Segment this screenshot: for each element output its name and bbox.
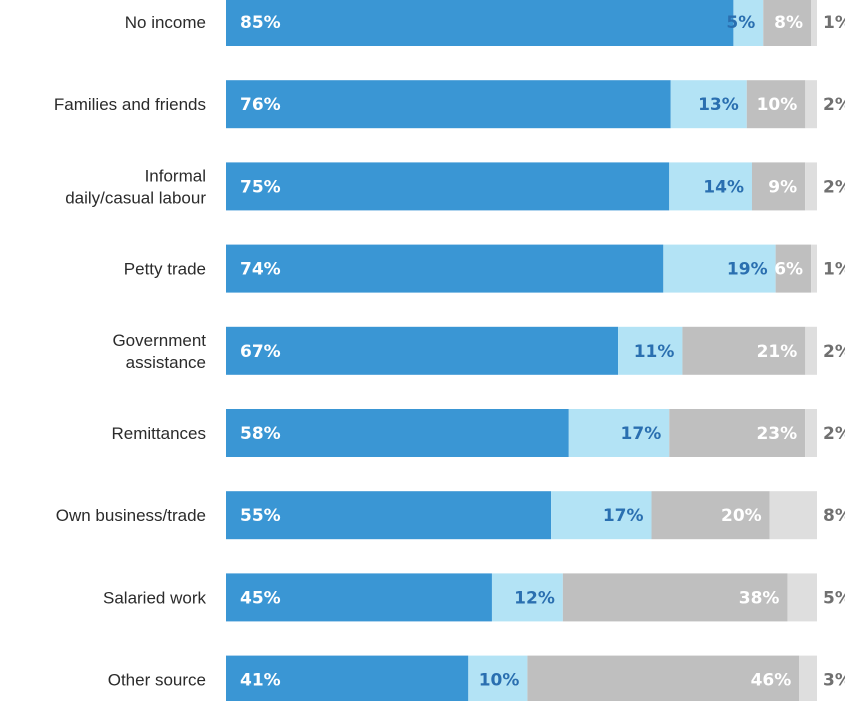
bar-segment-d bbox=[787, 573, 817, 621]
bar-segment-d bbox=[811, 0, 817, 46]
value-label: 13% bbox=[698, 95, 739, 115]
bar-segment-d bbox=[805, 80, 817, 128]
category-label: Own business/trade bbox=[56, 506, 206, 525]
value-label: 9% bbox=[768, 177, 797, 197]
value-label: 10% bbox=[479, 671, 520, 691]
bar-segment-a bbox=[226, 245, 663, 293]
bar-segment-d bbox=[805, 162, 817, 210]
value-label: 17% bbox=[603, 506, 644, 526]
bar-segment-d bbox=[805, 409, 817, 457]
value-label: 21% bbox=[757, 342, 798, 362]
category-label: assistance bbox=[126, 353, 206, 372]
category-label: Salaried work bbox=[103, 588, 206, 607]
value-label: 1% bbox=[823, 260, 845, 280]
value-label: 8% bbox=[823, 506, 845, 526]
value-label: 2% bbox=[823, 95, 845, 115]
value-label: 67% bbox=[240, 342, 281, 362]
category-label: Informal bbox=[145, 166, 206, 185]
value-label: 14% bbox=[703, 177, 744, 197]
category-label: Petty trade bbox=[124, 260, 206, 279]
value-label: 1% bbox=[823, 13, 845, 33]
bar-segment-a bbox=[226, 0, 733, 46]
bar-segment-a bbox=[226, 162, 669, 210]
category-label: Remittances bbox=[112, 424, 206, 443]
category-label: daily/casual labour bbox=[65, 188, 206, 207]
category-label: Families and friends bbox=[54, 95, 206, 114]
value-label: 2% bbox=[823, 424, 845, 444]
value-label: 58% bbox=[240, 424, 281, 444]
value-label: 76% bbox=[240, 95, 281, 115]
value-label: 45% bbox=[240, 588, 281, 608]
value-label: 23% bbox=[756, 424, 797, 444]
value-label: 38% bbox=[739, 588, 780, 608]
value-label: 2% bbox=[823, 342, 845, 362]
category-label: Other source bbox=[108, 671, 206, 690]
value-label: 20% bbox=[721, 506, 762, 526]
value-label: 85% bbox=[240, 13, 281, 33]
bar-segment-d bbox=[805, 327, 817, 375]
category-label: Government bbox=[112, 331, 206, 350]
value-label: 55% bbox=[240, 506, 281, 526]
value-label: 5% bbox=[726, 13, 755, 33]
value-label: 41% bbox=[240, 671, 281, 691]
value-label: 19% bbox=[727, 260, 768, 280]
bar-segment-d bbox=[811, 245, 817, 293]
value-label: 2% bbox=[823, 177, 845, 197]
value-label: 12% bbox=[514, 588, 555, 608]
value-label: 10% bbox=[757, 95, 798, 115]
value-label: 5% bbox=[823, 588, 845, 608]
value-label: 8% bbox=[774, 13, 803, 33]
bar-segment-a bbox=[226, 327, 618, 375]
bar-segment-d bbox=[799, 656, 817, 701]
value-label: 75% bbox=[240, 177, 281, 197]
value-label: 6% bbox=[774, 260, 803, 280]
value-label: 3% bbox=[823, 671, 845, 691]
value-label: 17% bbox=[621, 424, 662, 444]
bar-segment-d bbox=[770, 491, 817, 539]
value-label: 46% bbox=[751, 671, 792, 691]
value-label: 74% bbox=[240, 260, 281, 280]
category-label: No income bbox=[125, 13, 206, 32]
value-label: 11% bbox=[634, 342, 675, 362]
bar-segment-a bbox=[226, 80, 671, 128]
